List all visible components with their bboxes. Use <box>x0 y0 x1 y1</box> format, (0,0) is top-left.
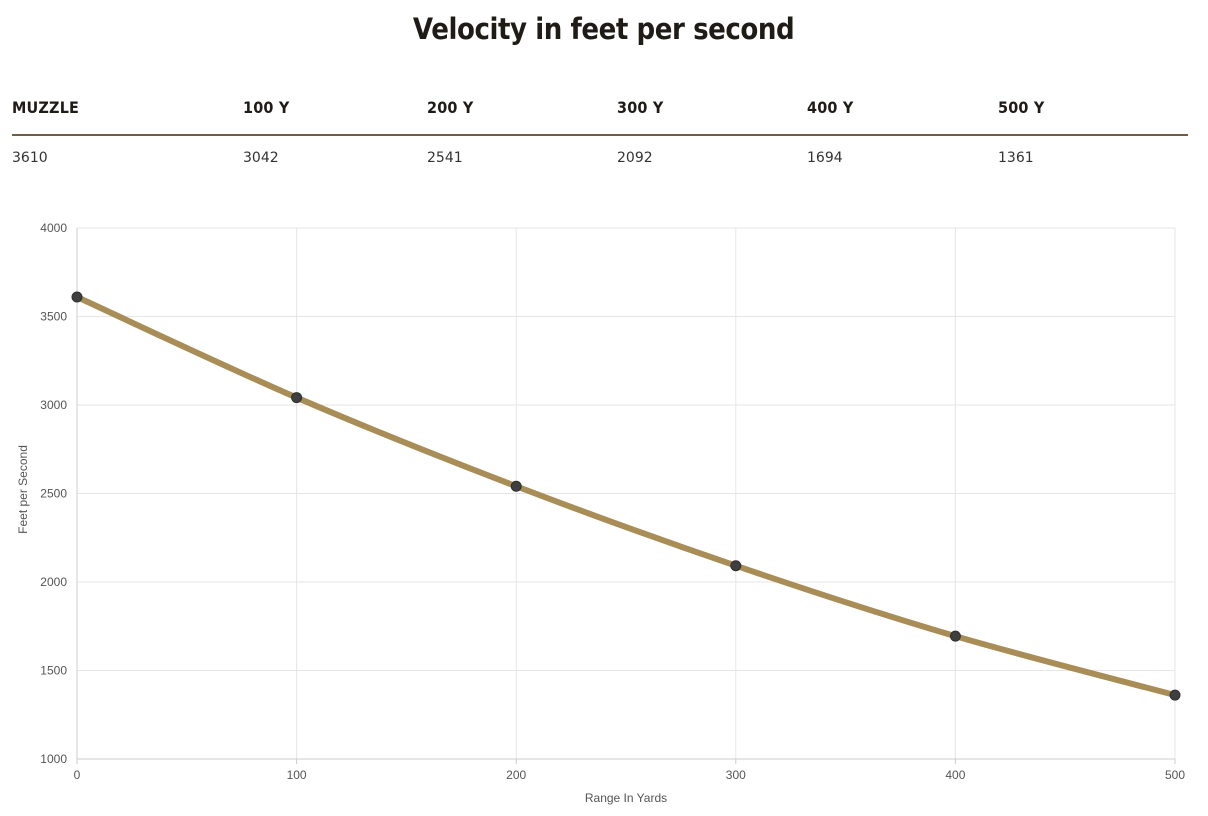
x-tick-label: 0 <box>74 768 81 782</box>
data-point[interactable] <box>949 630 961 642</box>
y-axis-title: Feet per Second <box>16 445 30 534</box>
data-point[interactable] <box>291 392 303 404</box>
velocity-table: MUZZLE 100 Y 200 Y 300 Y 400 Y 500 Y 361… <box>12 98 1188 166</box>
chart-grid <box>76 227 1176 760</box>
value-500y: 1361 <box>998 150 1034 166</box>
data-point[interactable] <box>1169 689 1181 701</box>
header-muzzle: MUZZLE <box>12 98 80 117</box>
value-100y: 3042 <box>243 150 279 166</box>
velocity-table-header: MUZZLE 100 Y 200 Y 300 Y 400 Y 500 Y <box>12 98 1188 128</box>
value-muzzle: 3610 <box>12 150 48 166</box>
table-divider <box>12 134 1188 136</box>
chart-series <box>71 291 1181 701</box>
value-300y: 2092 <box>617 150 653 166</box>
y-tick-label: 3000 <box>40 398 67 412</box>
value-400y: 1694 <box>807 150 843 166</box>
y-tick-label: 3500 <box>40 310 67 324</box>
header-200y: 200 Y <box>427 98 474 117</box>
velocity-series-line <box>74 294 1178 699</box>
x-tick-label: 400 <box>945 768 965 782</box>
page-title: Velocity in feet per second <box>412 12 795 46</box>
x-tick-label: 200 <box>506 768 526 782</box>
x-tick-label: 500 <box>1165 768 1185 782</box>
header-100y: 100 Y <box>243 98 290 117</box>
x-axis-title: Range In Yards <box>585 791 667 805</box>
y-tick-label: 2000 <box>40 575 67 589</box>
data-point[interactable] <box>730 560 742 572</box>
header-500y: 500 Y <box>998 98 1045 117</box>
y-tick-label: 1000 <box>40 752 67 766</box>
y-tick-label: 2500 <box>40 487 67 501</box>
header-300y: 300 Y <box>617 98 664 117</box>
chart-axes: 1000 1500 2000 2500 3000 3500 4000 0 100 200 300 40… <box>40 221 1185 782</box>
y-tick-label: 4000 <box>40 221 67 235</box>
x-tick-label: 100 <box>287 768 307 782</box>
y-tick-label: 1500 <box>40 664 67 678</box>
value-200y: 2541 <box>427 150 463 166</box>
data-point[interactable] <box>510 480 522 492</box>
x-tick-label: 300 <box>726 768 746 782</box>
velocity-table-row: 3610 3042 2541 2092 1694 1361 <box>12 150 1188 180</box>
header-400y: 400 Y <box>807 98 854 117</box>
data-point[interactable] <box>71 291 83 303</box>
